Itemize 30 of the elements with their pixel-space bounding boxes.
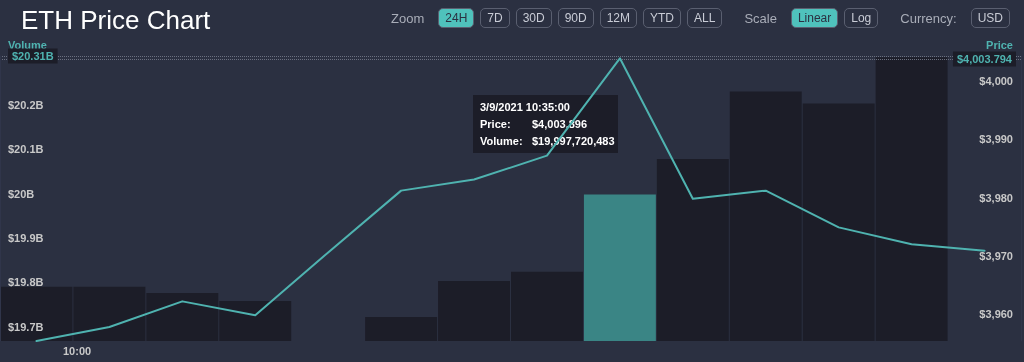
y2-tick-label: $3,980 [979, 191, 1013, 204]
text: 30D [515, 8, 552, 28]
y2-tick-label: $3,970 [979, 249, 1013, 262]
y-axis-title: Volume [8, 38, 47, 51]
y-tick-label: $20B [8, 187, 35, 200]
chart-title: ETH Price Chart [21, 5, 212, 35]
text: 24H [438, 8, 475, 28]
text: Currency: [900, 10, 957, 26]
ref-line-label: $4,003.794 [956, 52, 1013, 65]
text: ALL [687, 8, 723, 28]
y-tick-label: $19.7B [8, 320, 44, 333]
text: 7D [480, 8, 510, 28]
ref-line-label: $20.31B [12, 50, 54, 62]
y-tick-label: $19.9B [8, 232, 44, 245]
text: 90D [557, 8, 594, 28]
y-tick-label: $20.2B [8, 98, 44, 111]
y2-tick-label: $3,990 [979, 133, 1013, 146]
text: Zoom [391, 10, 425, 26]
text: 10:00 [63, 345, 92, 357]
text: Scale [744, 10, 777, 26]
y2-tick-label: $4,000 [979, 75, 1013, 88]
y2-tick-label: $3,960 [979, 308, 1013, 321]
y-tick-label: $20.1B [8, 143, 44, 156]
text: Linear [790, 8, 839, 28]
text: Log [844, 8, 879, 28]
text: YTD [643, 8, 682, 28]
y2-axis-title: Price [986, 38, 1013, 51]
text: USD [970, 8, 1010, 28]
text: 12M [599, 8, 638, 28]
y-tick-label: $19.8B [8, 276, 44, 289]
